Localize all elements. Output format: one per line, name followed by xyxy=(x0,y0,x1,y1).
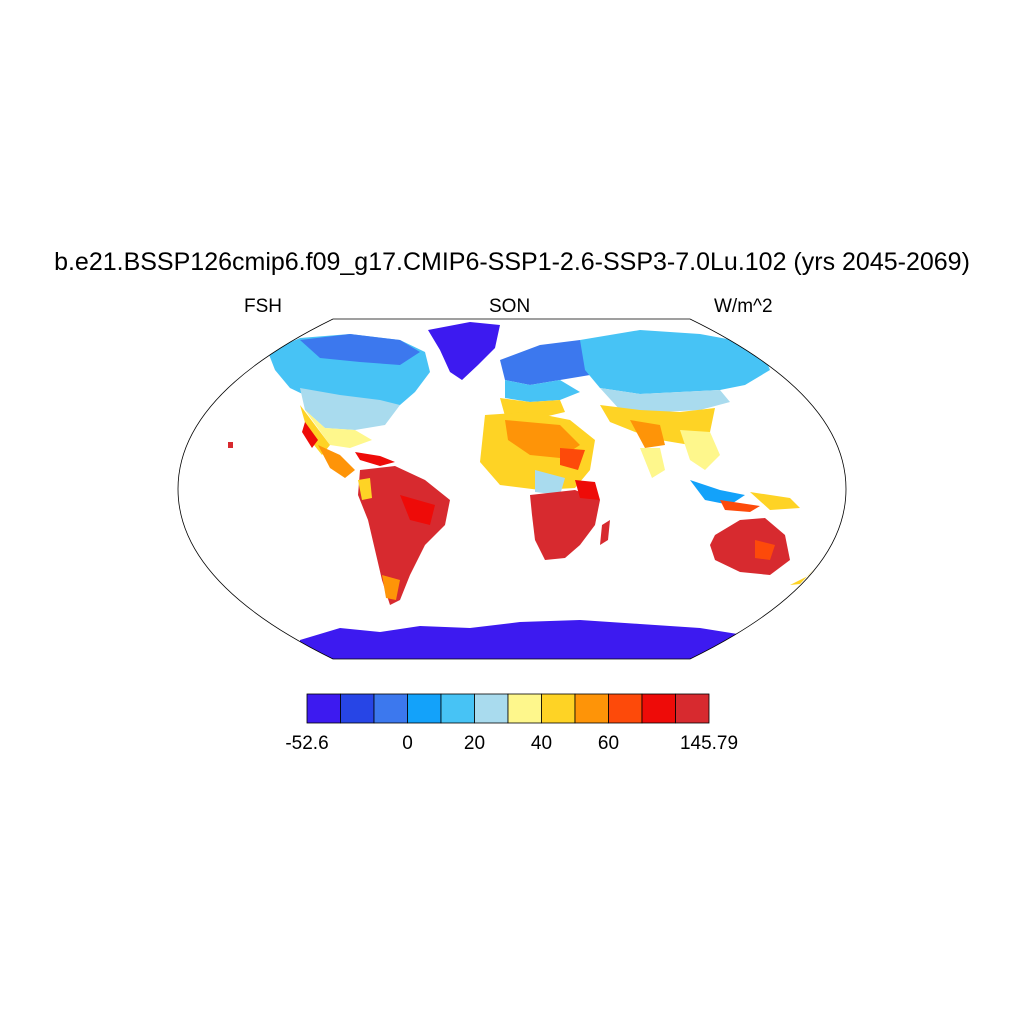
caribbean xyxy=(355,452,395,466)
colorbar-tick-label: 40 xyxy=(530,733,553,754)
colorbar-box xyxy=(641,693,676,724)
colorbar-box xyxy=(608,693,643,724)
africa xyxy=(480,412,600,560)
season-label: SON xyxy=(489,296,531,317)
colorbar-box xyxy=(306,693,341,724)
north-america xyxy=(268,334,430,478)
south-america xyxy=(358,466,450,605)
globe-outline xyxy=(177,318,847,660)
colorbar-box xyxy=(340,693,375,724)
colorbar-tick-label: -52.6 xyxy=(285,733,329,754)
colorbar-tick-label: 60 xyxy=(597,733,620,754)
new-zealand xyxy=(790,568,815,585)
colorbar-box xyxy=(574,693,609,724)
colorbar-tick-label: 0 xyxy=(402,733,413,754)
units-label: W/m^2 xyxy=(714,296,773,317)
map-title: b.e21.BSSP126cmip6.f09_g17.CMIP6-SSP1-2.… xyxy=(54,248,970,276)
antarctica xyxy=(300,620,760,659)
variable-label: FSH xyxy=(244,296,282,317)
colorbar-box xyxy=(440,693,475,724)
greenland xyxy=(428,322,500,380)
colorbar-box xyxy=(407,693,442,724)
colorbar-tick-label: 145.79 xyxy=(679,733,739,754)
hawaii xyxy=(228,442,233,448)
map-field xyxy=(228,322,815,659)
australia xyxy=(710,518,790,575)
southeast-asia xyxy=(690,480,800,512)
colorbar xyxy=(306,693,710,724)
colorbar-box xyxy=(373,693,408,724)
madagascar xyxy=(600,520,610,545)
colorbar-box xyxy=(541,693,576,724)
colorbar-box xyxy=(474,693,509,724)
colorbar-tick-label: 20 xyxy=(463,733,486,754)
colorbar-box xyxy=(675,693,710,724)
colorbar-box xyxy=(507,693,542,724)
asia xyxy=(580,330,770,478)
